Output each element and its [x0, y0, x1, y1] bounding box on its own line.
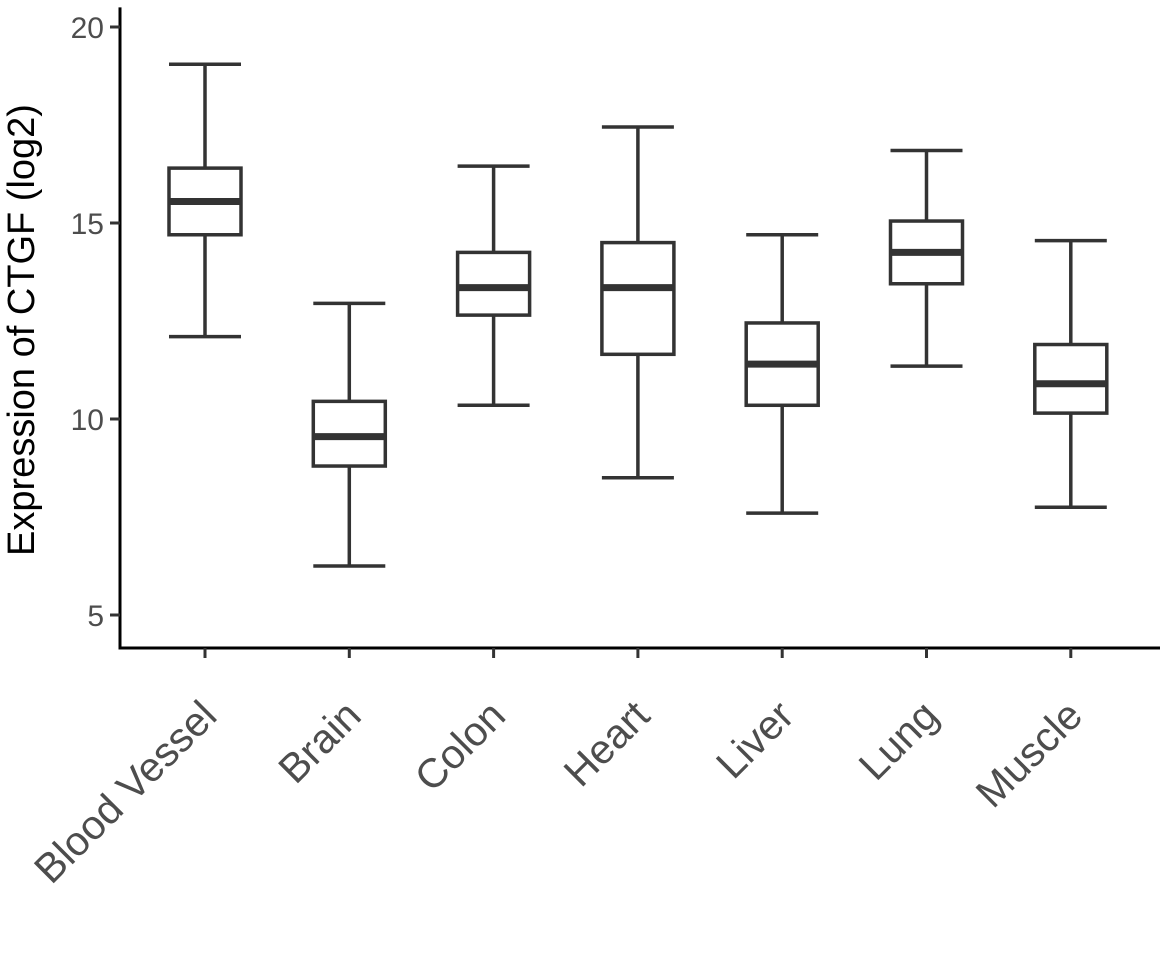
x-tick-label: Colon	[406, 692, 514, 800]
iqr-box	[1033, 342, 1109, 415]
x-tick-label: Muscle	[967, 692, 1091, 816]
x-tick-label: Lung	[850, 692, 947, 789]
box-muscle	[1033, 238, 1109, 509]
y-axis: 5 10 15 20	[71, 7, 122, 650]
box-brain	[311, 301, 388, 568]
y-tick-label: 20	[71, 12, 104, 45]
box-lung	[888, 148, 965, 368]
box-heart	[600, 125, 676, 480]
x-tick-label: Liver	[707, 692, 802, 787]
box-blood-vessel	[167, 62, 243, 339]
box-liver	[744, 233, 820, 515]
box-group	[167, 62, 1109, 568]
y-tick-label: 10	[71, 404, 104, 437]
x-tick-label: Blood Vessel	[25, 692, 225, 892]
x-axis: Blood Vessel Brain Colon Heart Liver Lung Musc…	[25, 646, 1160, 892]
x-tick-label: Brain	[269, 692, 369, 792]
box-colon	[455, 164, 532, 408]
x-tick-label: Heart	[555, 691, 659, 795]
iqr-box	[600, 240, 676, 357]
y-tick-label: 15	[71, 208, 104, 241]
y-tick-label: 5	[87, 600, 104, 633]
iqr-box	[455, 250, 532, 317]
y-axis-title: Expression of CTGF (log2)	[1, 104, 43, 556]
